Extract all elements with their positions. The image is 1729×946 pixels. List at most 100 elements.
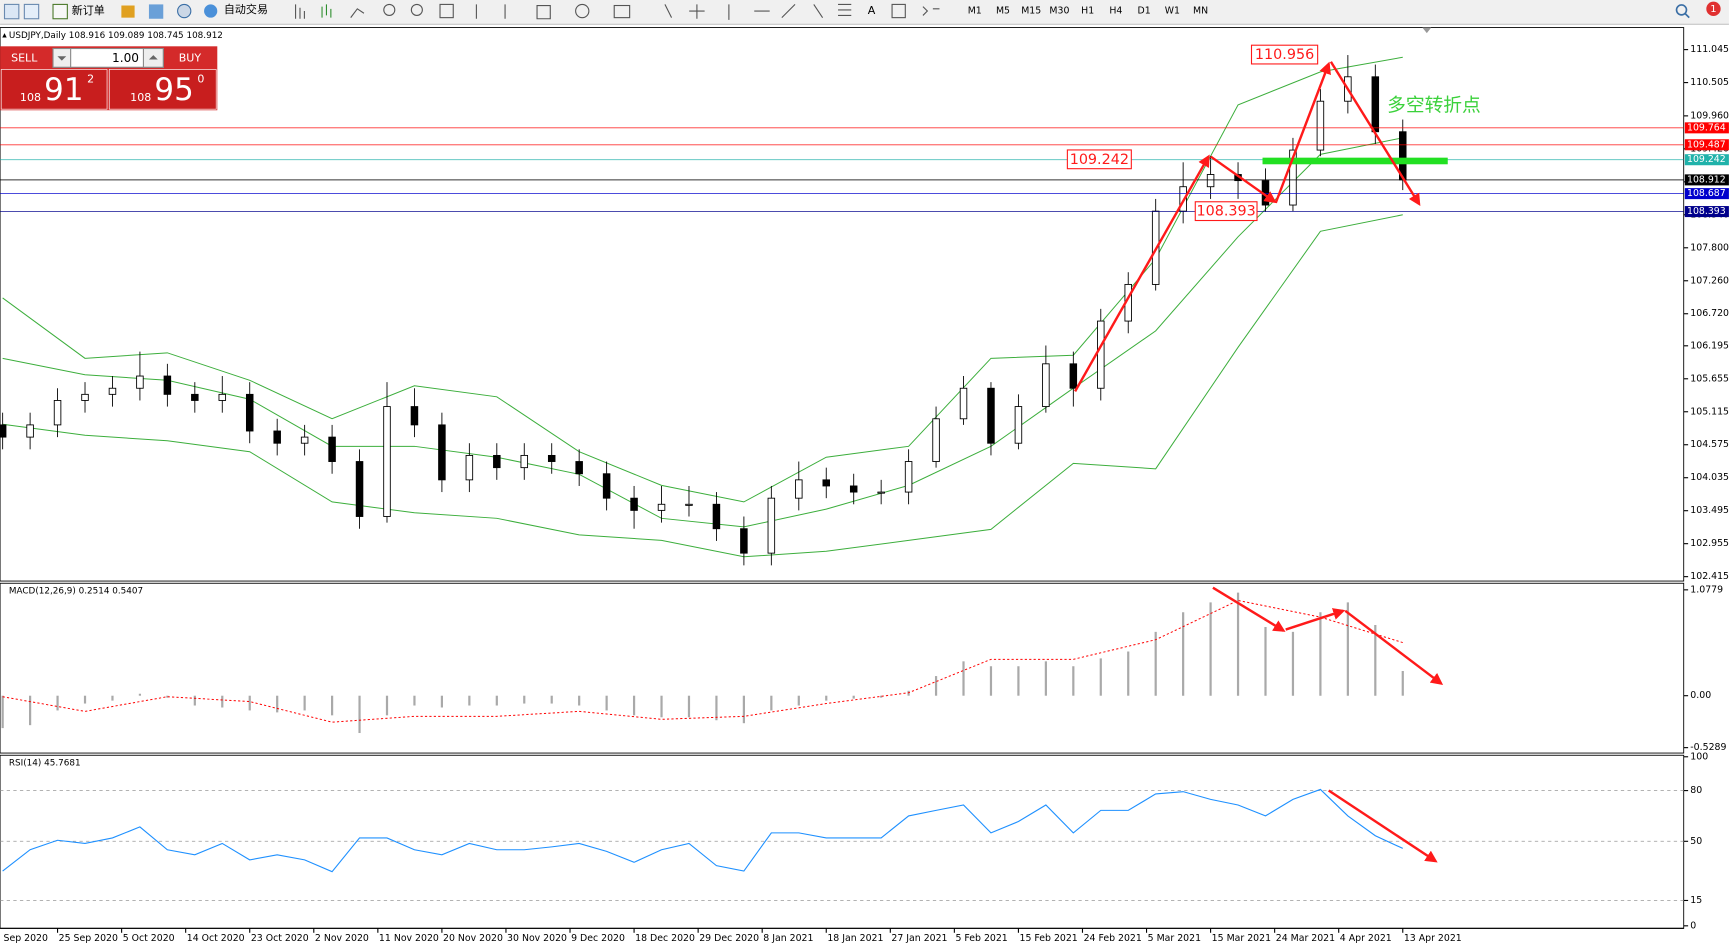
toolbar-tools[interactable] [295, 3, 852, 20]
notification-badge[interactable] [1706, 1, 1721, 16]
y-tick-label: 103.495 [1690, 505, 1729, 516]
candle-body [136, 375, 144, 389]
candle-body [1042, 363, 1050, 408]
candle-body [575, 461, 583, 475]
bid-pip: 2 [87, 72, 94, 85]
candle-body [191, 393, 199, 401]
candle-body [328, 436, 336, 462]
y-tick-label: 1.0779 [1690, 584, 1723, 595]
tool-label-icon[interactable] [891, 3, 906, 19]
period-button[interactable]: H1 [1081, 6, 1094, 17]
y-tick-label: 0 [1690, 920, 1696, 931]
spinner-arrow [148, 55, 158, 60]
x-tick-label: 18 Jan 2021 [827, 933, 883, 944]
x-tick-label: 24 Mar 2021 [1276, 933, 1335, 944]
candle-body [465, 454, 474, 481]
bid-big: 108 [20, 91, 41, 104]
candle-body [383, 406, 391, 517]
bollinger-upper [2, 56, 1403, 503]
level-label: 109.242 [1687, 154, 1726, 165]
x-tick-label: 5 Mar 2021 [1148, 933, 1201, 944]
icon[interactable] [3, 3, 20, 20]
x-tick-label: 27 Jan 2021 [891, 933, 947, 944]
bollinger-middle [2, 137, 1403, 528]
y-tick-label: 105.655 [1690, 373, 1729, 384]
auto-trading-icon[interactable] [204, 4, 218, 18]
y-tick-label: 110.505 [1690, 77, 1729, 88]
x-tick-label: 15 Feb 2021 [1020, 933, 1078, 944]
search-icon-handle [1684, 12, 1690, 19]
candle-body [657, 503, 666, 511]
candle-body [1097, 320, 1105, 389]
candle-body [520, 454, 529, 469]
icon[interactable] [177, 3, 192, 19]
ask-pip: 0 [197, 72, 204, 85]
x-tick-label: 30 Nov 2020 [507, 933, 567, 944]
new-order-button[interactable]: 新订单 [72, 3, 105, 17]
candle-body [438, 424, 446, 481]
y-tick-label: 107.260 [1690, 275, 1729, 286]
rsi-line [2, 788, 1404, 873]
candle-body [602, 473, 611, 499]
annotation-box [1194, 201, 1258, 222]
level-label: 108.393 [1687, 206, 1726, 217]
search-icon[interactable] [1675, 4, 1688, 16]
y-tick-label: 102.415 [1690, 571, 1729, 582]
panel-title: MACD(12,26,9) 0.2514 0.5407 [9, 586, 143, 596]
candle-body [849, 485, 858, 493]
candle-body [1316, 100, 1325, 151]
sell-button[interactable]: SELL [11, 51, 38, 64]
ask-main: 95 [154, 72, 193, 108]
candle-body [712, 503, 721, 530]
lots-value[interactable]: 1.00 [112, 51, 139, 65]
buy-button[interactable]: BUY [179, 51, 202, 64]
y-tick-label: 0.00 [1690, 690, 1711, 701]
candle-body [932, 418, 940, 462]
icon[interactable] [121, 5, 135, 18]
candle-body [987, 387, 995, 444]
macd-panel [0, 582, 1685, 754]
candle-body [685, 503, 693, 506]
panel-title: USDJPY,Daily 108.916 109.089 108.745 108… [9, 31, 223, 41]
period-button[interactable]: M30 [1049, 6, 1069, 17]
candle-body [795, 479, 803, 499]
period-button[interactable]: M15 [1021, 6, 1041, 17]
period-button[interactable]: M1 [968, 6, 982, 17]
icon[interactable] [23, 3, 40, 20]
icon[interactable] [148, 4, 164, 19]
candle-body [300, 436, 309, 444]
candle-body [218, 393, 227, 401]
period-button[interactable]: W1 [1165, 6, 1180, 17]
period-button[interactable]: M5 [996, 6, 1010, 17]
tool-text-icon[interactable]: A [868, 4, 876, 17]
x-tick-label: 9 Dec 2020 [571, 933, 625, 944]
rsi-panel [0, 754, 1685, 929]
chart-shift-marker[interactable] [1422, 27, 1432, 34]
candle-body [1289, 149, 1297, 206]
sell-price-box[interactable] [0, 69, 108, 110]
period-button[interactable]: D1 [1138, 6, 1151, 17]
level-label-bg [1684, 139, 1729, 151]
neckline-bar [1262, 157, 1448, 165]
period-button[interactable]: MN [1193, 6, 1208, 17]
candle-body [1206, 174, 1215, 188]
x-tick-label: 8 Jan 2021 [763, 933, 813, 944]
annotation-neckline: 109.242 [1070, 152, 1129, 168]
candle-body [163, 375, 172, 395]
period-button[interactable]: H4 [1109, 6, 1122, 17]
candle-body [493, 454, 501, 469]
y-tick-label: -0.5289 [1690, 742, 1726, 753]
candle-body [1069, 363, 1078, 389]
tool-arrow-icon[interactable] [922, 6, 940, 16]
candle-body [26, 424, 34, 438]
x-tick-label: 25 Sep 2020 [59, 933, 118, 944]
y-tick-label: 50 [1690, 836, 1702, 847]
auto-trading-button[interactable]: 自动交易 [224, 2, 268, 16]
candle-body [355, 461, 364, 517]
buy-price-box[interactable] [108, 69, 217, 110]
x-tick-label: 29 Dec 2020 [699, 933, 759, 944]
candle-body [410, 406, 419, 426]
annotation-box [1250, 44, 1319, 65]
level-label-bg [1684, 154, 1729, 166]
new-order-icon[interactable] [52, 3, 68, 20]
